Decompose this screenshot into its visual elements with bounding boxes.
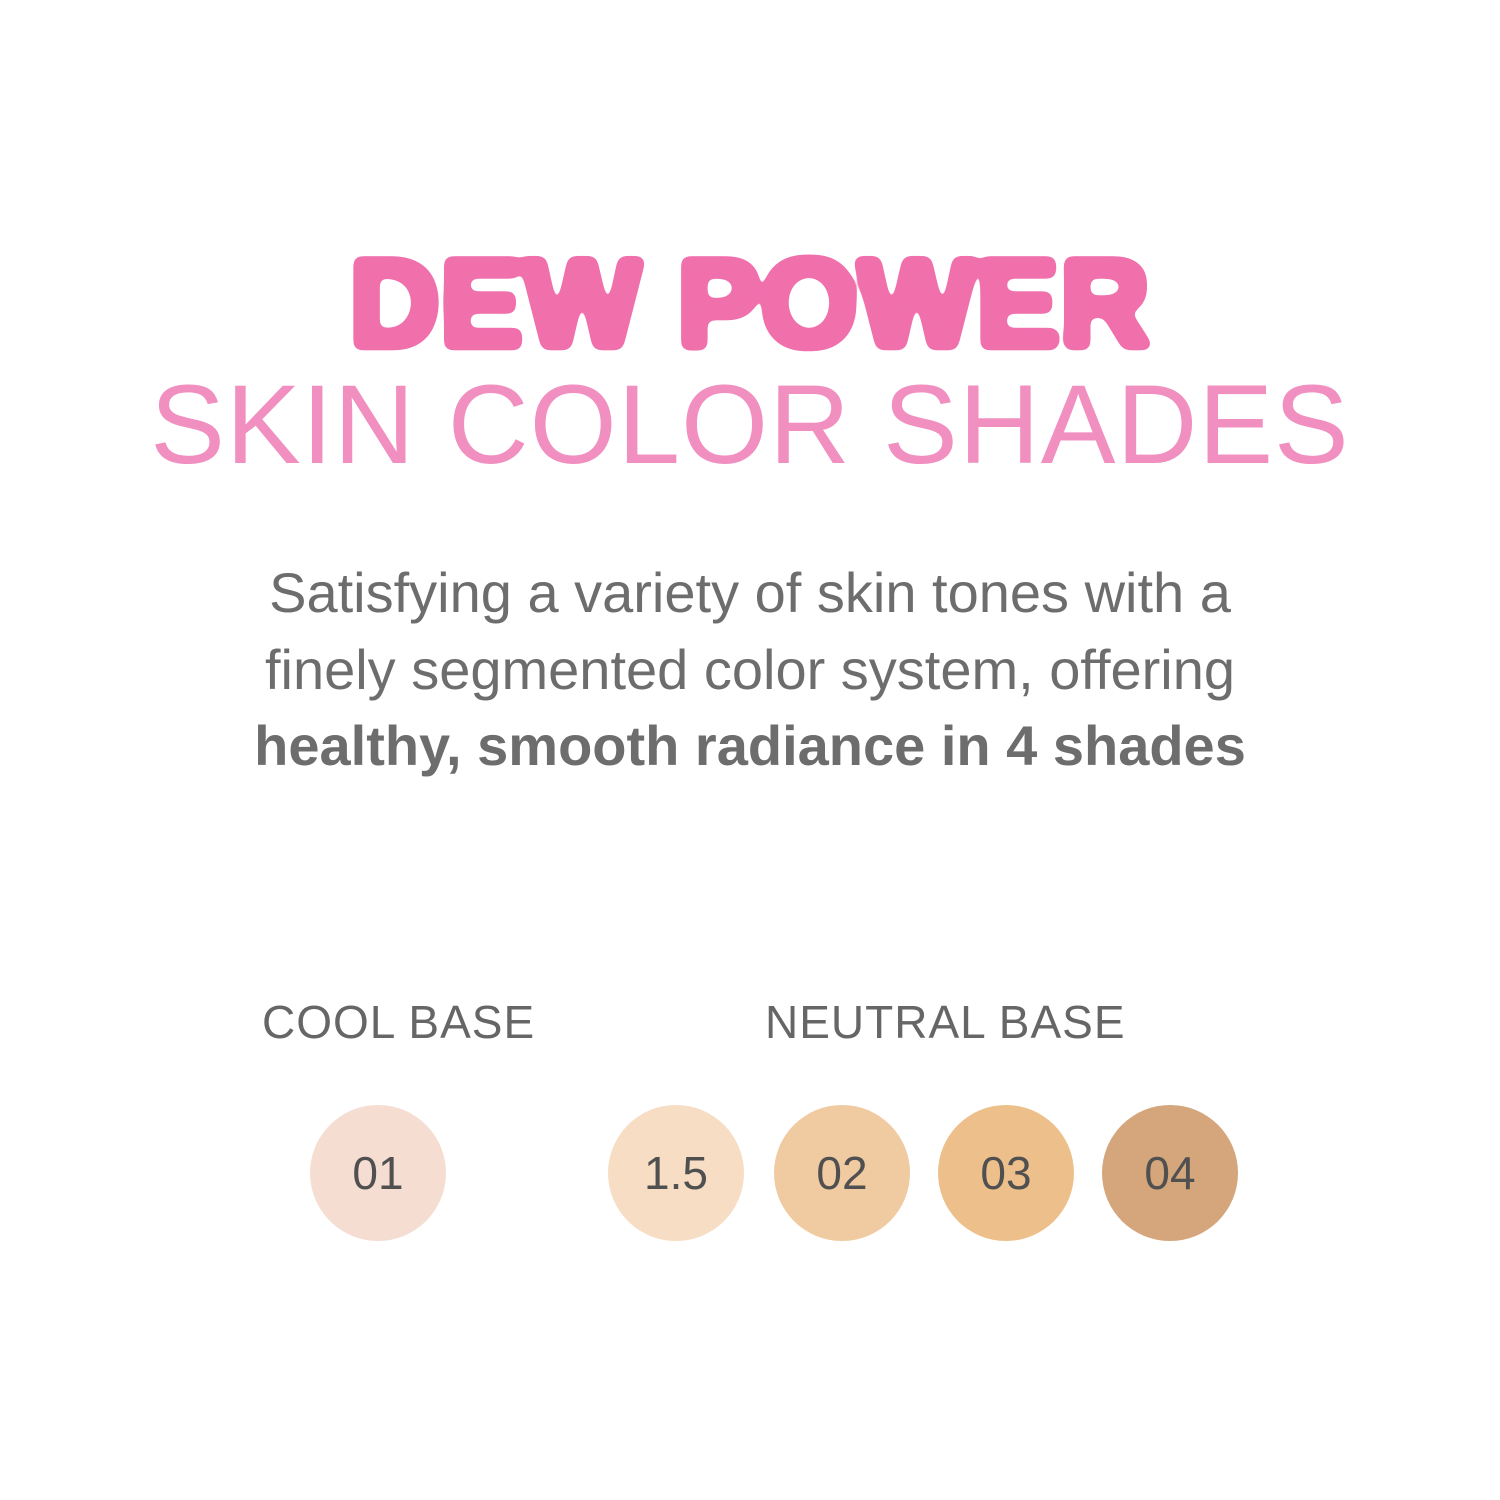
svg-text:DEW POWER: DEW POWER <box>349 235 1150 373</box>
svg-text:SKIN COLOR SHADES: SKIN COLOR SHADES <box>150 362 1350 487</box>
